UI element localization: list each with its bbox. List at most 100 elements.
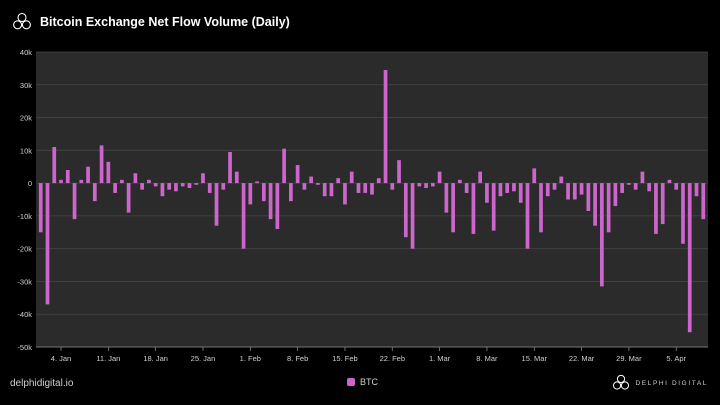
website-label[interactable]: delphidigital.io — [10, 378, 74, 389]
bar — [478, 171, 483, 184]
bar — [458, 179, 462, 184]
bar — [153, 183, 158, 187]
bar — [92, 183, 97, 202]
bar — [113, 183, 117, 193]
bar — [430, 183, 435, 187]
bar — [593, 183, 597, 226]
y-tick-label: -30k — [17, 277, 32, 286]
bar — [187, 183, 192, 189]
bar — [180, 183, 185, 187]
x-tick-label: 25. Jan — [191, 354, 216, 363]
y-tick-label: 30k — [20, 81, 32, 90]
bar — [600, 183, 604, 287]
bar — [120, 179, 124, 184]
brand-logo: DELPHI DIGITAL — [612, 374, 709, 392]
bar — [255, 181, 259, 184]
y-tick-label: -40k — [17, 310, 32, 319]
bar — [701, 183, 706, 220]
bar — [282, 148, 286, 184]
bar — [133, 173, 138, 184]
bar — [512, 183, 516, 192]
bar — [647, 183, 652, 192]
legend-swatch — [347, 378, 355, 386]
bar — [532, 168, 537, 184]
bar — [539, 183, 543, 233]
bar — [194, 183, 199, 185]
x-tick-label: 18. Jan — [143, 354, 168, 363]
bar-chart: 40k 30k 20k 10k 0 -10k -20k -30k -40k -50k 4. Jan 1… — [17, 48, 708, 363]
bar — [349, 171, 354, 184]
bar — [174, 183, 178, 192]
bar — [586, 183, 591, 211]
bar — [322, 183, 327, 197]
chart-area: 40k 30k 20k 10k 0 -10k -20k -30k -40k -50k 4. Jan 1… — [0, 44, 720, 366]
bar — [343, 183, 347, 205]
bar — [572, 183, 577, 200]
bar — [316, 183, 320, 185]
bar — [498, 183, 503, 197]
bar — [579, 183, 584, 195]
bar — [559, 176, 564, 184]
bar — [86, 166, 90, 184]
bar — [545, 183, 550, 197]
bar — [214, 183, 219, 226]
bar — [640, 171, 645, 184]
bar — [302, 183, 307, 190]
bar — [518, 183, 523, 203]
y-tick-label: -10k — [17, 212, 32, 221]
bar — [633, 183, 638, 190]
bar — [620, 183, 624, 193]
bar — [52, 147, 57, 184]
bar — [65, 170, 70, 184]
bar — [329, 183, 334, 197]
bar — [72, 183, 77, 220]
bar — [444, 183, 449, 213]
bar — [525, 183, 530, 249]
bar — [295, 165, 300, 184]
bar — [309, 176, 314, 184]
x-tick-label: 15. Mar — [522, 354, 548, 363]
bar — [654, 183, 658, 234]
y-tick-label: 0 — [28, 179, 32, 188]
bar — [356, 183, 361, 193]
bar — [403, 183, 408, 238]
delphi-logo-icon — [612, 374, 630, 392]
bar — [59, 179, 63, 184]
x-tick-label: 15. Feb — [332, 354, 357, 363]
bar — [674, 183, 679, 190]
bar — [687, 183, 692, 333]
bar — [383, 70, 388, 184]
chart-title: Bitcoin Exchange Net Flow Volume (Daily) — [40, 15, 290, 29]
bar — [627, 183, 631, 185]
bar — [471, 183, 476, 234]
bar — [207, 183, 212, 193]
bar — [464, 183, 469, 193]
bar — [566, 183, 570, 200]
legend-label: BTC — [360, 377, 378, 387]
bar — [491, 183, 496, 231]
bar — [228, 151, 232, 184]
bar — [99, 145, 104, 184]
bar — [221, 183, 226, 190]
y-tick-label: -20k — [17, 245, 32, 254]
delphi-logo-icon — [12, 12, 32, 32]
bar — [261, 183, 266, 202]
bar — [613, 183, 618, 207]
x-tick-label: 8. Mar — [476, 354, 498, 363]
legend[interactable]: BTC — [347, 377, 378, 387]
bar — [167, 183, 172, 190]
bar — [552, 183, 557, 190]
bar — [451, 183, 455, 233]
x-tick-label: 1. Feb — [240, 354, 261, 363]
bar — [397, 160, 401, 184]
bar — [289, 183, 293, 202]
bar — [201, 173, 205, 184]
chart-header: Bitcoin Exchange Net Flow Volume (Daily) — [12, 10, 290, 34]
bar — [485, 183, 489, 203]
y-tick-label: -50k — [17, 343, 32, 352]
bar — [410, 183, 415, 249]
x-tick-label: 22. Feb — [380, 354, 405, 363]
bar — [268, 183, 273, 220]
x-tick-label: 22. Mar — [569, 354, 595, 363]
x-tick-label: 1. Mar — [429, 354, 451, 363]
